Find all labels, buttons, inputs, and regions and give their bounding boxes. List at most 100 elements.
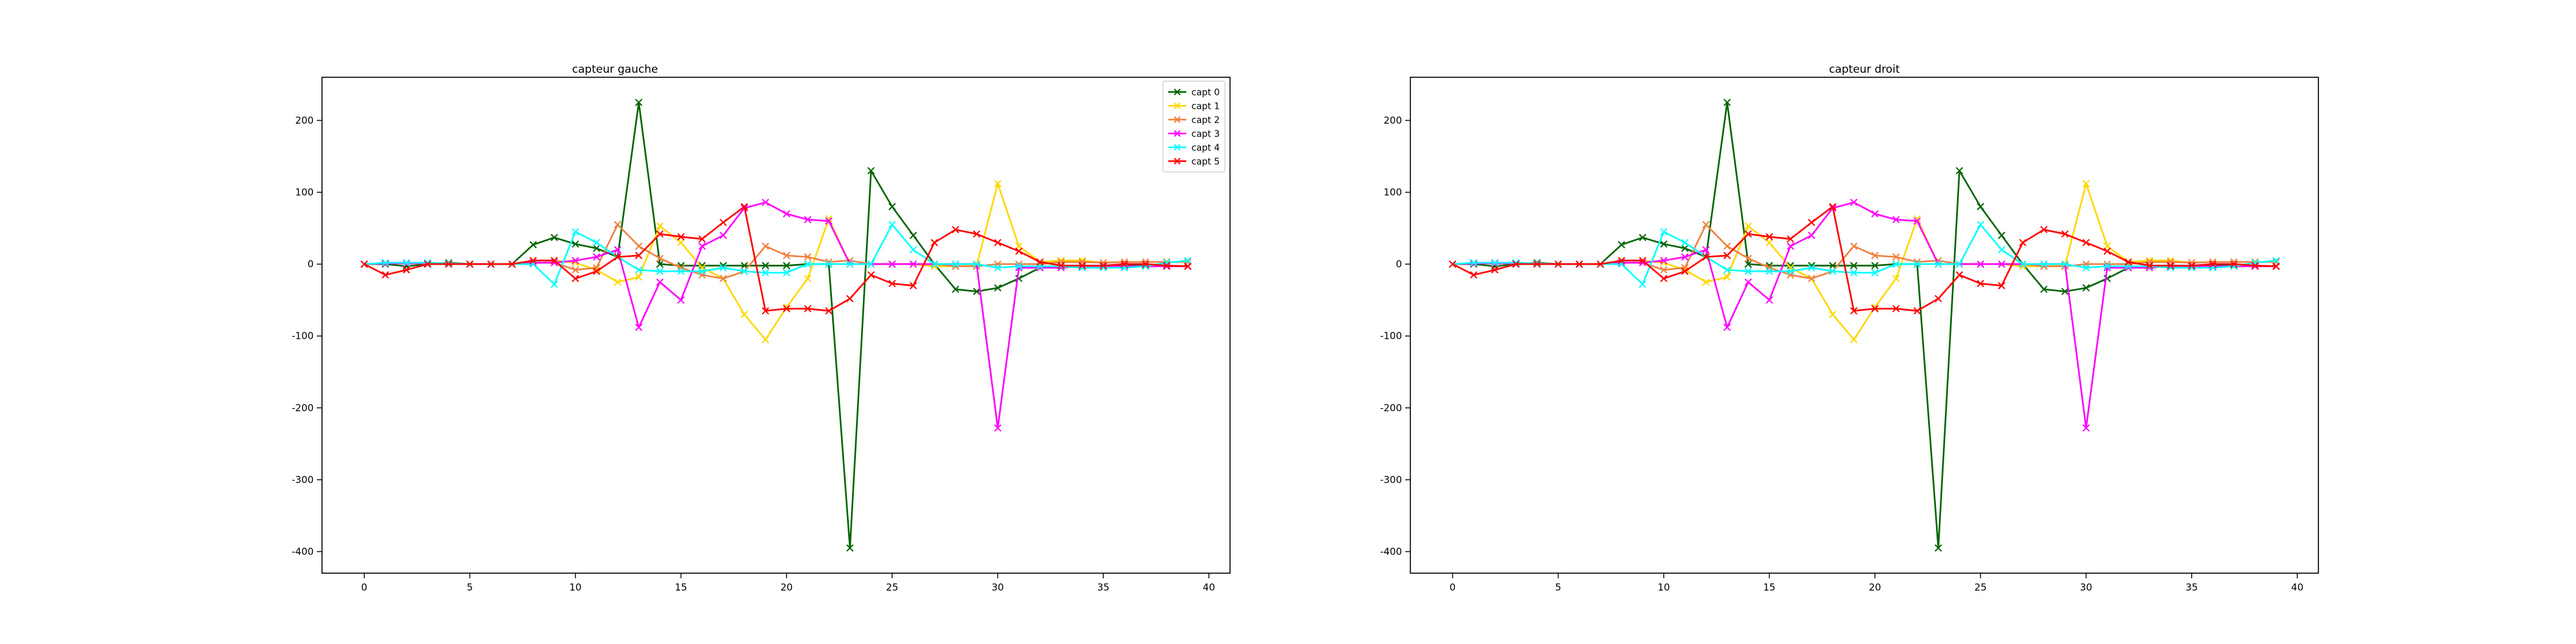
left-point-capt-4	[381, 259, 390, 267]
right-x-tick-label: 10	[1658, 582, 1670, 593]
left-point-capt-4	[888, 221, 896, 229]
left-point-capt-3	[804, 216, 811, 223]
right-point-capt-1	[1765, 238, 1774, 247]
left-point-capt-0	[698, 261, 706, 270]
right-x-tick-label: 20	[1869, 582, 1881, 593]
left-point-capt-2	[782, 252, 791, 260]
left-point-capt-5	[592, 267, 600, 276]
left-point-capt-3	[677, 296, 685, 304]
left-x-tick-label: 10	[569, 582, 582, 593]
right-y-tick-label: -300	[1380, 474, 1402, 486]
right-point-capt-1	[1829, 310, 1837, 318]
left-legend-marker	[1173, 102, 1181, 109]
left-point-capt-2	[571, 266, 580, 274]
right-point-capt-5	[1808, 218, 1815, 227]
left-legend-label: capt 3	[1191, 129, 1220, 139]
left-point-capt-0	[909, 231, 917, 240]
right-point-capt-5	[1892, 305, 1900, 313]
right-point-capt-4	[1976, 221, 1985, 229]
left-point-capt-5	[846, 295, 854, 303]
left-x-tick-label: 15	[675, 582, 687, 593]
right-y-tick-label: -200	[1380, 402, 1402, 413]
left-point-capt-4	[719, 264, 727, 272]
left-point-capt-4	[867, 260, 875, 268]
left-legend-label: capt 0	[1191, 88, 1220, 98]
right-point-capt-4	[2082, 264, 2090, 272]
right-point-capt-0	[1871, 261, 1879, 270]
left-point-capt-2	[635, 242, 643, 250]
right-point-capt-3	[1744, 278, 1752, 286]
right-point-capt-0	[1935, 544, 1942, 552]
left-point-capt-1	[656, 222, 664, 230]
right-point-capt-5	[1660, 274, 1668, 283]
right-point-capt-2	[1744, 254, 1752, 262]
left-point-capt-5	[1184, 262, 1192, 270]
right-point-capt-3	[2082, 424, 2090, 432]
right-point-capt-0	[1660, 240, 1668, 248]
right-point-capt-0	[1681, 244, 1689, 252]
right-point-capt-5	[1448, 260, 1457, 268]
left-point-capt-0	[635, 99, 643, 106]
right-series-group	[1448, 99, 2280, 552]
right-point-capt-5	[1744, 230, 1752, 238]
left-series-line-capt-5	[364, 205, 1188, 312]
right-point-capt-0	[1786, 261, 1794, 270]
right-point-capt-5	[1575, 260, 1584, 268]
right-y-tick-label: 0	[1396, 258, 1402, 270]
left-series-group	[360, 99, 1192, 552]
right-point-capt-2	[1871, 252, 1879, 260]
left-point-capt-5	[487, 260, 495, 268]
left-point-capt-5	[677, 233, 685, 241]
left-legend: capt 0 capt 1 capt 2 capt 3 capt 4 capt 5	[1162, 80, 1226, 173]
left-point-capt-3	[719, 231, 727, 240]
left-point-capt-0	[972, 287, 981, 296]
right-point-capt-5	[2125, 258, 2132, 266]
right-point-capt-5	[1955, 271, 1964, 279]
right-point-capt-5	[2272, 262, 2280, 270]
right-point-capt-5	[1913, 307, 1921, 315]
left-point-capt-5	[888, 279, 896, 287]
right-point-capt-1	[1723, 273, 1731, 281]
left-point-capt-3	[994, 424, 1002, 432]
left-legend-marker	[1173, 88, 1181, 95]
right-point-capt-4	[1998, 246, 2005, 254]
left-legend-marker	[1173, 158, 1181, 165]
left-point-capt-5	[656, 230, 664, 238]
right-point-capt-5	[2145, 261, 2154, 270]
right-point-capt-5	[2166, 261, 2175, 270]
left-point-capt-4	[931, 260, 938, 268]
left-point-capt-5	[867, 271, 875, 279]
left-y-tick-label: -200	[292, 402, 314, 413]
left-point-capt-2	[761, 242, 770, 250]
left-point-capt-3	[592, 253, 600, 261]
chart-left-title: capteur gauche	[572, 63, 658, 76]
left-point-capt-0	[952, 285, 960, 293]
left-x-tick-label: 30	[992, 582, 1004, 593]
left-point-capt-5	[424, 260, 431, 268]
right-point-capt-5	[2188, 261, 2195, 270]
right-point-capt-5	[1491, 266, 1499, 274]
left-point-capt-5	[1121, 260, 1128, 268]
left-point-capt-1	[677, 238, 685, 247]
right-point-capt-1	[2082, 180, 2090, 187]
left-point-capt-3	[614, 246, 621, 254]
right-point-capt-2	[1660, 266, 1668, 274]
left-point-capt-3	[761, 198, 770, 206]
right-x-tick-label: 15	[1763, 582, 1776, 593]
right-point-capt-4	[1744, 267, 1752, 276]
left-point-capt-5	[825, 307, 833, 315]
left-point-capt-0	[550, 234, 558, 242]
right-point-capt-5	[1998, 281, 2005, 290]
left-point-capt-5	[698, 235, 706, 243]
right-point-capt-4	[1808, 264, 1815, 272]
left-x-tick-label: 25	[886, 582, 898, 593]
left-point-capt-3	[888, 260, 896, 268]
right-series-line-capt-5	[1452, 205, 2277, 312]
left-point-capt-5	[402, 266, 410, 274]
left-x-tick-label: 5	[467, 582, 473, 593]
right-x-tick-label: 30	[2080, 582, 2092, 593]
left-point-capt-4	[846, 260, 854, 268]
left-point-capt-5	[1057, 261, 1065, 270]
left-legend-label: capt 4	[1191, 143, 1220, 153]
left-point-capt-5	[550, 256, 558, 265]
